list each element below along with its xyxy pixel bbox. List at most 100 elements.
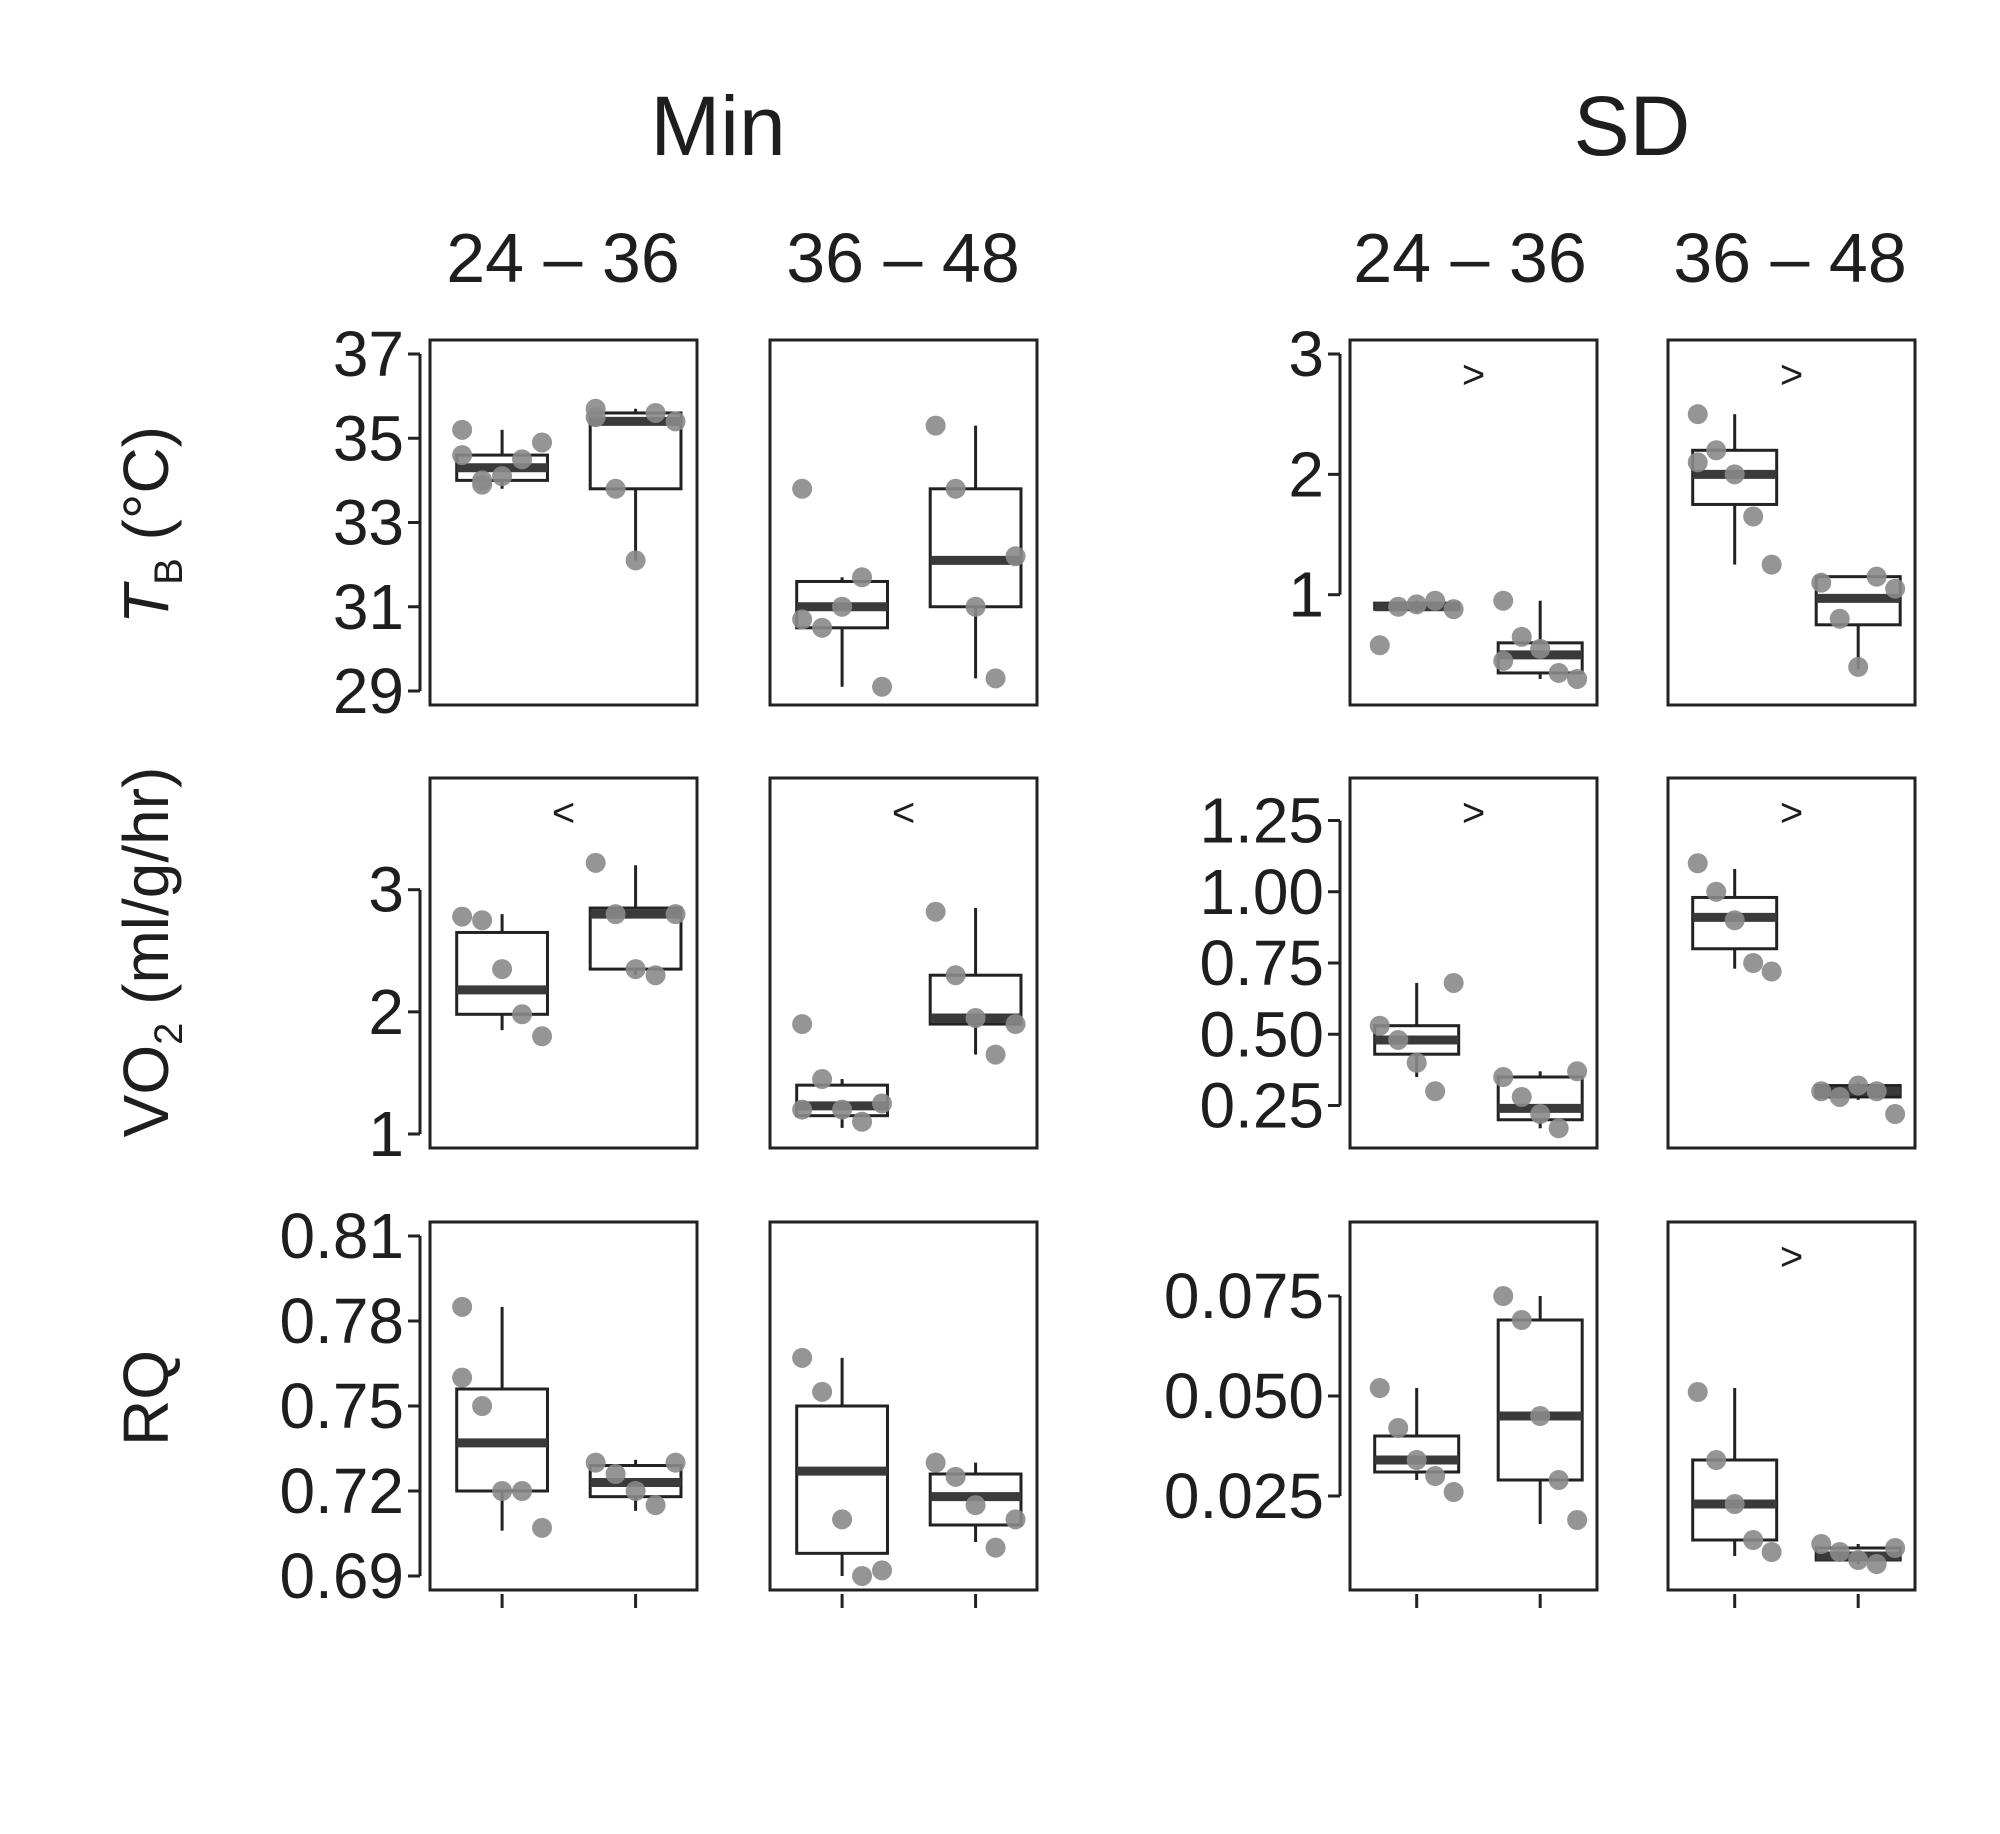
data-point — [1743, 953, 1764, 973]
data-point — [1548, 1470, 1569, 1490]
significance-marker: < — [552, 791, 575, 835]
data-point — [945, 965, 966, 986]
significance-marker: > — [1780, 353, 1803, 397]
significance-marker: > — [1462, 353, 1485, 397]
data-point — [512, 1004, 533, 1025]
interval-label-sd-2: 36 – 48 — [1673, 219, 1907, 297]
panel-frame — [428, 338, 699, 707]
data-point — [452, 1367, 473, 1388]
data-point — [625, 959, 646, 980]
data-point — [1829, 608, 1850, 629]
data-point — [965, 1495, 986, 1516]
panel-frame — [1666, 338, 1917, 707]
plot-panel — [428, 338, 699, 707]
group-title-sd: SD — [1574, 79, 1691, 173]
data-point — [585, 852, 606, 873]
data-point — [1848, 1075, 1869, 1096]
y-tick-label: 1 — [368, 1098, 404, 1170]
data-point — [605, 1464, 626, 1484]
data-point — [832, 1509, 853, 1530]
y-tick-label: 0.75 — [279, 1370, 404, 1442]
data-point — [645, 1495, 666, 1516]
data-point — [1530, 1104, 1551, 1125]
interval-label-sd-1: 24 – 36 — [1353, 219, 1587, 297]
y-tick-label: 0.75 — [1199, 927, 1324, 999]
data-point — [1761, 554, 1782, 575]
panel-frame — [1666, 776, 1917, 1150]
y-tick-label: 3 — [368, 854, 404, 926]
data-point — [1761, 961, 1782, 982]
data-point — [1493, 590, 1514, 611]
panel-frame — [1666, 1220, 1917, 1592]
panel-frame — [428, 1220, 699, 1592]
data-point — [1866, 1554, 1887, 1574]
data-point — [852, 567, 873, 588]
data-point — [792, 1014, 813, 1035]
y-tick-label: 1.25 — [1199, 785, 1324, 857]
data-point — [1493, 650, 1514, 671]
data-point — [925, 415, 946, 436]
data-point — [985, 1537, 1006, 1558]
data-point — [472, 910, 493, 931]
data-point — [1811, 1534, 1832, 1554]
data-point — [472, 470, 493, 491]
data-point — [1866, 1081, 1887, 1102]
plot-panel: > — [1666, 338, 1917, 707]
data-point — [1530, 1406, 1551, 1426]
data-point — [985, 1044, 1006, 1065]
y-tick-label: 2 — [1288, 438, 1324, 510]
data-point — [532, 1026, 553, 1047]
plot-panel — [428, 1220, 699, 1608]
data-point — [645, 965, 666, 986]
data-point — [1388, 596, 1409, 617]
y-tick-label: 29 — [333, 655, 404, 727]
data-point — [1724, 910, 1745, 931]
data-point — [1706, 440, 1727, 461]
y-tick-label: 37 — [333, 318, 404, 390]
y-tick-label: 35 — [333, 402, 404, 474]
data-point — [492, 466, 513, 487]
y-tick-label: 33 — [333, 487, 404, 559]
panel-frame — [1348, 776, 1599, 1150]
panel-frame — [1348, 1220, 1599, 1592]
data-point — [1829, 1086, 1850, 1107]
box — [1496, 1318, 1584, 1482]
data-point — [1005, 1509, 1026, 1530]
data-point — [1724, 464, 1745, 485]
y-tick-label: 0.78 — [279, 1285, 404, 1357]
data-point — [945, 478, 966, 499]
data-point — [492, 1481, 513, 1501]
data-point — [1567, 668, 1588, 689]
data-point — [1369, 635, 1390, 656]
data-point — [1687, 452, 1708, 473]
data-point — [965, 596, 986, 617]
panel-frame — [428, 776, 699, 1150]
data-point — [852, 1566, 873, 1586]
data-point — [472, 1396, 493, 1416]
data-point — [1443, 972, 1464, 993]
plot-panel: < — [768, 776, 1039, 1150]
data-point — [452, 419, 473, 440]
data-point — [925, 901, 946, 922]
data-point — [605, 904, 626, 925]
data-point — [832, 1099, 853, 1120]
data-point — [1687, 853, 1708, 874]
data-point — [872, 1093, 893, 1114]
data-point — [532, 1517, 553, 1538]
data-point — [625, 550, 646, 571]
data-point — [1493, 1286, 1514, 1306]
data-point — [1406, 1052, 1427, 1073]
data-point — [1548, 662, 1569, 683]
data-point — [1511, 1310, 1532, 1330]
data-point — [1443, 1482, 1464, 1502]
data-point — [1425, 1466, 1446, 1486]
box — [795, 1404, 889, 1555]
data-point — [792, 1347, 813, 1368]
y-tick-label: 0.050 — [1164, 1360, 1324, 1432]
interval-label-min-1: 24 – 36 — [446, 219, 680, 297]
data-point — [812, 1069, 833, 1090]
data-point — [1743, 1530, 1764, 1550]
data-point — [1388, 1418, 1409, 1438]
